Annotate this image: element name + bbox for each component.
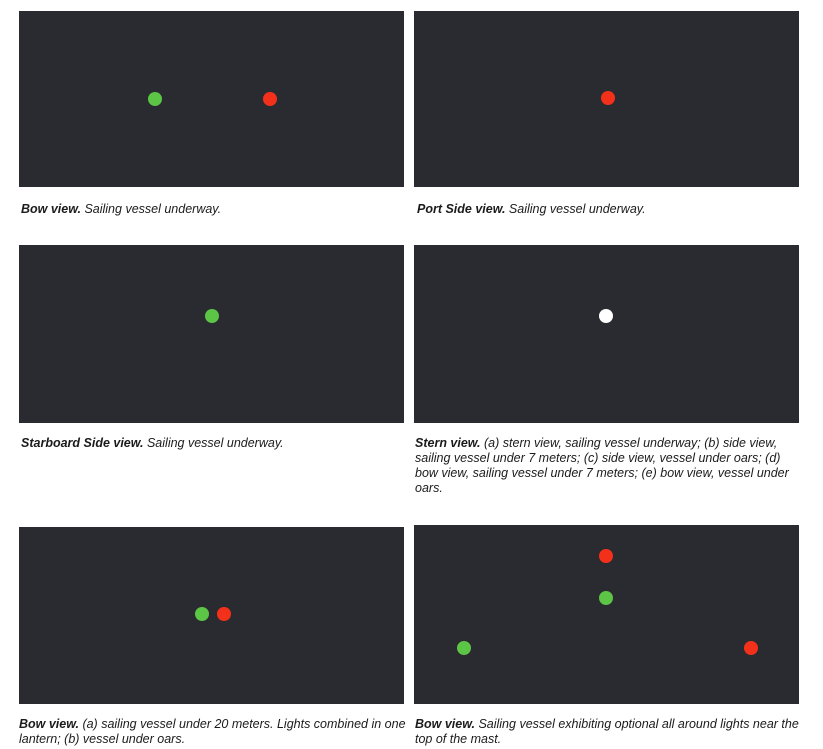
caption-title: Bow view.	[415, 717, 475, 731]
caption-title: Port Side view.	[417, 202, 506, 216]
caption-text: Sailing vessel underway.	[143, 436, 284, 450]
bow-view-lantern-caption: Bow view. (a) sailing vessel under 20 me…	[19, 717, 411, 747]
red-sidelight	[263, 92, 277, 106]
green-all-around-light	[599, 591, 613, 605]
red-all-around-light	[599, 549, 613, 563]
bow-view-masthead-panel	[414, 525, 799, 704]
green-sidelight	[205, 309, 219, 323]
white-sternlight	[599, 309, 613, 323]
caption-title: Stern view.	[415, 436, 481, 450]
bow-view-lantern-panel	[19, 527, 404, 704]
bow-view-caption: Bow view. Sailing vessel underway.	[21, 202, 406, 217]
caption-title: Starboard Side view.	[21, 436, 144, 450]
caption-title: Bow view.	[21, 202, 81, 216]
red-sidelight	[217, 607, 231, 621]
bow-view-masthead-caption: Bow view. Sailing vessel exhibiting opti…	[415, 717, 803, 747]
caption-text: (a) sailing vessel under 20 meters. Ligh…	[19, 717, 406, 746]
red-sidelight	[601, 91, 615, 105]
caption-text: Sailing vessel underway.	[80, 202, 222, 216]
caption-text: Sailing vessel exhibiting optional all a…	[415, 717, 799, 746]
green-sidelight	[195, 607, 209, 621]
caption-text: Sailing vessel underway.	[505, 202, 646, 216]
bow-view-panel	[19, 11, 404, 187]
caption-title: Bow view.	[19, 717, 79, 731]
caption-text: (a) stern view, sailing vessel underway;…	[415, 436, 789, 495]
starboard-side-view-panel	[19, 245, 404, 423]
red-sidelight	[744, 641, 758, 655]
stern-view-caption: Stern view. (a) stern view, sailing vess…	[415, 436, 803, 496]
green-sidelight	[148, 92, 162, 106]
port-side-view-caption: Port Side view. Sailing vessel underway.	[417, 202, 802, 217]
starboard-side-view-caption: Starboard Side view. Sailing vessel unde…	[21, 436, 406, 451]
green-sidelight	[457, 641, 471, 655]
stern-view-panel	[414, 245, 799, 423]
port-side-view-panel	[414, 11, 799, 187]
